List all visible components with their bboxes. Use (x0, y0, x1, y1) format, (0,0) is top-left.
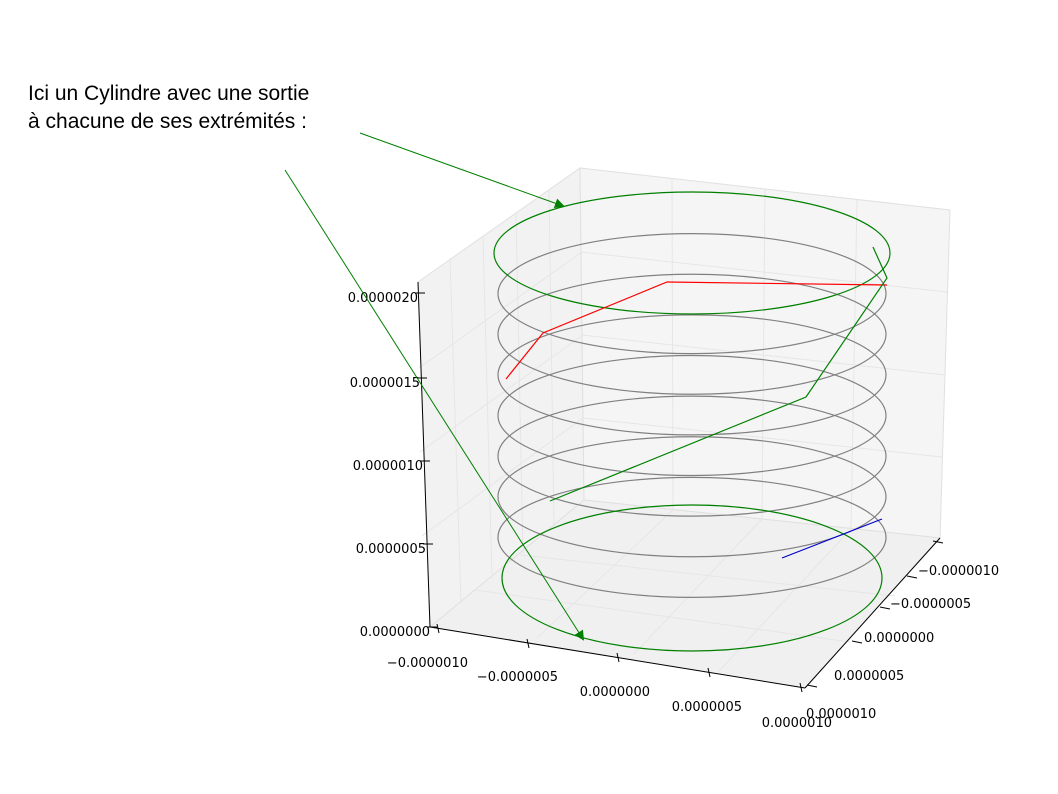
annotation-text: Ici un Cylindre avec une sortie à chacun… (28, 80, 309, 136)
grid-line (418, 251, 583, 369)
grid-line (582, 417, 943, 458)
annotation-arrows (284, 132, 585, 641)
x-tick-label: 0.0000005 (672, 700, 742, 715)
exit-lines (505, 246, 888, 559)
grid-line (850, 198, 858, 530)
axes-panes (417, 167, 951, 689)
grid-line (519, 554, 896, 597)
y-tick (932, 540, 944, 544)
grid-line (718, 528, 852, 672)
tick-labels: 0.0000000 0.0000005 0.0000010 0.0000015 0.00… (348, 291, 1000, 731)
z-tick-label: 0.0000000 (360, 625, 430, 640)
helix-rings (493, 191, 891, 652)
x-tick (616, 652, 620, 663)
z-tick-label: 0.0000005 (356, 542, 426, 557)
tick-marks (415, 292, 944, 693)
y-axis-line (804, 537, 941, 689)
grid-line (474, 589, 851, 643)
x-tick-label: 0.0000000 (580, 685, 650, 700)
helix-ring (497, 273, 887, 395)
annotation-line-2: à chacune de ses extrémités : (28, 110, 307, 133)
grid-line (449, 257, 462, 604)
helix-ring (497, 354, 887, 477)
x-tick-label: 0.0000010 (762, 716, 832, 731)
top-cap-circle (493, 191, 891, 315)
x-tick (707, 667, 711, 678)
y-tick (906, 575, 918, 579)
helix-ring (497, 314, 887, 436)
z-tick-label: 0.0000015 (350, 376, 420, 391)
y-tick-label: −0.0000005 (890, 597, 971, 612)
x-tick (526, 638, 530, 649)
y-tick-label: 0.0000000 (864, 631, 934, 646)
helix-ring (497, 395, 887, 517)
red-exit-line (505, 281, 888, 380)
grid-line (633, 518, 763, 655)
grid-line (482, 235, 493, 579)
z-tick-label: 0.0000010 (353, 459, 423, 474)
helix-ring (497, 436, 887, 558)
green-exit-line (549, 246, 888, 502)
x-tick (799, 682, 803, 693)
z-axis-line (417, 281, 431, 628)
grid-line (536, 509, 674, 639)
y-tick-label: 0.0000005 (834, 669, 904, 684)
grid-line (515, 212, 524, 554)
y-tick (879, 606, 891, 610)
arrow-to-bottom-cap (284, 169, 585, 641)
grid-line (419, 334, 584, 453)
bottom-cap-circle (501, 504, 883, 652)
y-tick (851, 640, 863, 644)
x-tick (436, 623, 440, 634)
arrow-to-top-cap (359, 132, 565, 208)
y-tick-label: −0.0000010 (918, 564, 999, 579)
grid-line (421, 417, 584, 537)
blue-exit-line (781, 518, 883, 559)
x-tick-label: −0.0000010 (387, 656, 468, 671)
y-tick (806, 684, 818, 688)
x-tick-label: −0.0000005 (477, 670, 558, 685)
grid-line (761, 188, 766, 520)
grid-lines (418, 177, 948, 672)
y-tick-label: 0.0000010 (806, 707, 876, 722)
z-tick-label: 0.0000020 (348, 291, 418, 306)
helix-ring (497, 476, 887, 598)
annotation-line-1: Ici un Cylindre avec une sortie (28, 82, 310, 105)
helix-ring (497, 233, 887, 355)
